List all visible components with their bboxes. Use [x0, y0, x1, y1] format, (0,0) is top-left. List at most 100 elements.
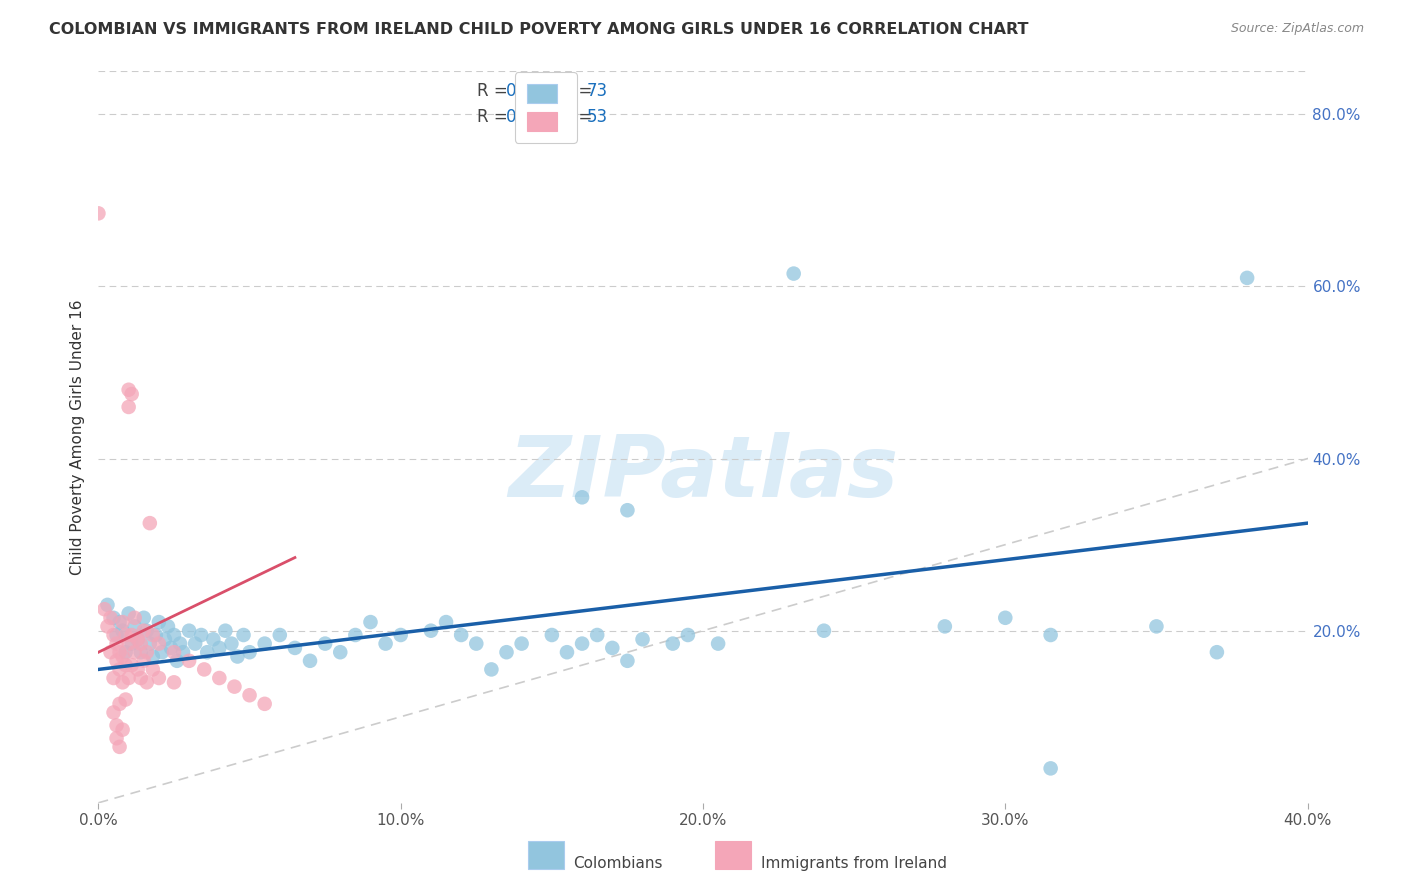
- Point: [284, 640, 307, 655]
- Point: [221, 637, 243, 651]
- Point: [96, 598, 118, 612]
- Point: [121, 658, 143, 673]
- Point: [145, 628, 167, 642]
- Point: [214, 624, 236, 638]
- Point: [114, 645, 136, 659]
- Point: [631, 632, 654, 647]
- Point: [465, 637, 488, 651]
- Point: [124, 611, 146, 625]
- Point: [571, 637, 593, 651]
- Point: [389, 628, 412, 642]
- Point: [129, 671, 152, 685]
- FancyBboxPatch shape: [716, 841, 751, 869]
- Point: [169, 637, 191, 651]
- Text: 53: 53: [586, 108, 607, 126]
- Point: [124, 645, 146, 659]
- Point: [105, 637, 128, 651]
- Point: [118, 400, 141, 414]
- Point: [103, 706, 125, 720]
- Point: [111, 615, 134, 629]
- Point: [676, 628, 699, 642]
- Point: [374, 637, 396, 651]
- Point: [103, 611, 125, 625]
- Point: [208, 671, 231, 685]
- Point: [100, 645, 122, 659]
- FancyBboxPatch shape: [527, 841, 564, 869]
- Point: [127, 632, 149, 647]
- Point: [163, 645, 186, 659]
- Point: [148, 637, 170, 651]
- Point: [153, 632, 176, 647]
- Point: [1236, 271, 1258, 285]
- Text: Source: ZipAtlas.com: Source: ZipAtlas.com: [1230, 22, 1364, 36]
- Text: R =: R =: [477, 108, 513, 126]
- Point: [239, 645, 262, 659]
- Point: [269, 628, 291, 642]
- Point: [108, 645, 131, 659]
- Point: [135, 675, 157, 690]
- Point: [163, 628, 186, 642]
- Point: [132, 624, 155, 638]
- Point: [184, 637, 207, 651]
- Text: 0.233: 0.233: [506, 108, 554, 126]
- Point: [132, 654, 155, 668]
- Point: [129, 637, 152, 651]
- Point: [121, 637, 143, 651]
- Point: [105, 731, 128, 746]
- Point: [495, 645, 517, 659]
- Point: [239, 688, 262, 702]
- Point: [707, 637, 730, 651]
- Point: [661, 637, 683, 651]
- Point: [114, 628, 136, 642]
- Point: [111, 624, 134, 638]
- Point: [1039, 761, 1062, 775]
- Point: [994, 611, 1017, 625]
- Point: [142, 628, 165, 642]
- Point: [616, 654, 638, 668]
- Point: [208, 640, 231, 655]
- Text: Immigrants from Ireland: Immigrants from Ireland: [761, 856, 948, 871]
- Point: [586, 628, 609, 642]
- Point: [813, 624, 835, 638]
- Point: [129, 645, 152, 659]
- Point: [160, 640, 183, 655]
- Text: 0.267: 0.267: [506, 82, 554, 100]
- Text: ZIPatlas: ZIPatlas: [508, 432, 898, 516]
- Point: [96, 619, 118, 633]
- Point: [481, 662, 503, 676]
- Point: [148, 615, 170, 629]
- Text: N =: N =: [544, 108, 598, 126]
- Point: [934, 619, 956, 633]
- Point: [156, 619, 179, 633]
- Text: R =: R =: [477, 82, 513, 100]
- Point: [87, 206, 110, 220]
- Point: [450, 628, 472, 642]
- Point: [105, 628, 128, 642]
- Point: [121, 387, 143, 401]
- Point: [195, 645, 218, 659]
- Point: [93, 602, 115, 616]
- Point: [226, 649, 249, 664]
- Point: [111, 649, 134, 664]
- Point: [179, 624, 201, 638]
- Point: [118, 637, 141, 651]
- Point: [360, 615, 382, 629]
- Point: [166, 654, 188, 668]
- Point: [139, 637, 162, 651]
- Point: [127, 632, 149, 647]
- Point: [190, 628, 212, 642]
- Point: [142, 649, 165, 664]
- Point: [329, 645, 352, 659]
- Point: [602, 640, 624, 655]
- Point: [150, 645, 173, 659]
- Legend: , : ,: [515, 72, 576, 143]
- Point: [193, 662, 215, 676]
- Text: N =: N =: [544, 82, 598, 100]
- Point: [139, 516, 162, 530]
- Point: [202, 632, 225, 647]
- Point: [124, 619, 146, 633]
- Point: [540, 628, 562, 642]
- Point: [108, 662, 131, 676]
- Y-axis label: Child Poverty Among Girls Under 16: Child Poverty Among Girls Under 16: [69, 300, 84, 574]
- Point: [111, 675, 134, 690]
